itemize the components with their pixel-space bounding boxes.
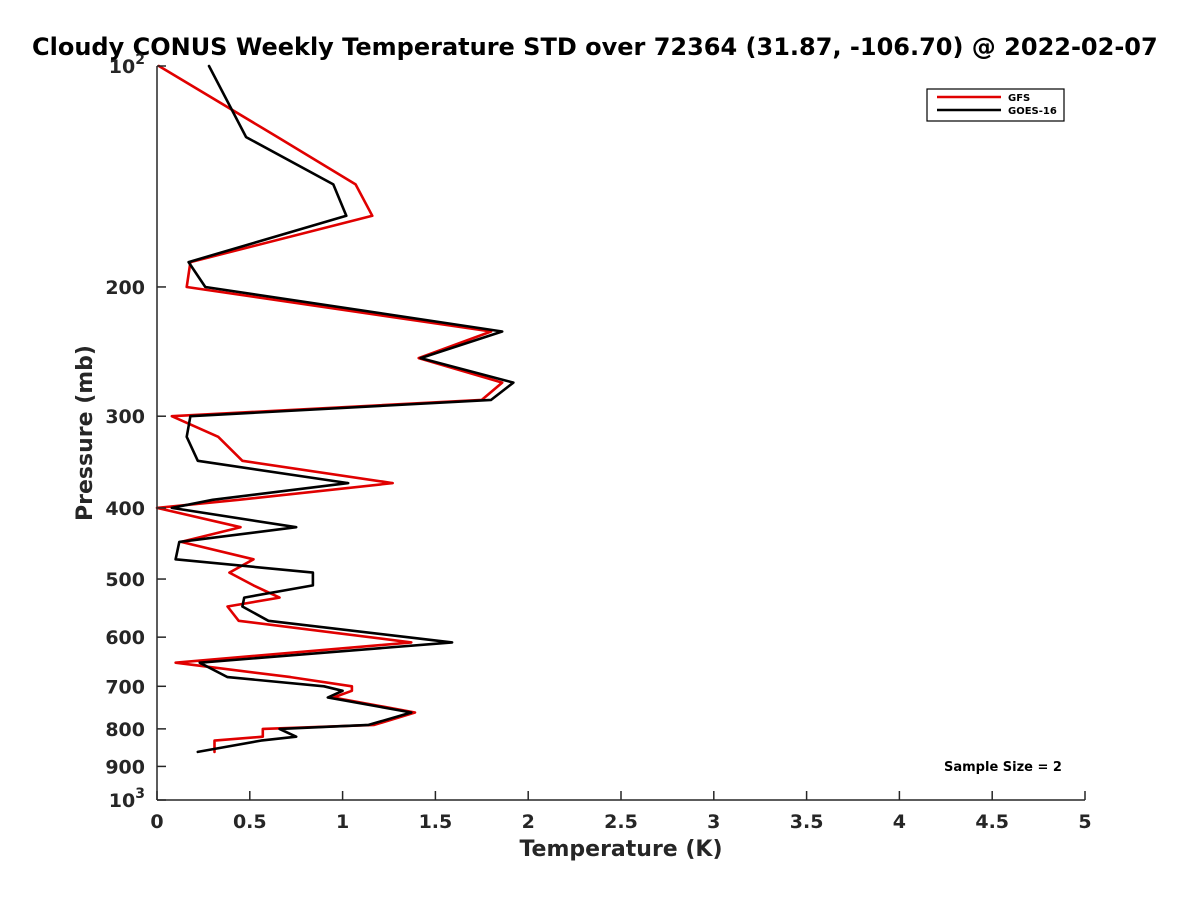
x-tick-label: 4.5 [975,811,1009,833]
y-tick-label: 600 [105,627,145,649]
y-tick-label: 400 [105,498,145,520]
y-tick-label: 800 [105,719,145,741]
x-tick-label: 4 [893,811,906,833]
y-tick-label: 700 [105,676,145,698]
y-tick-label-base: 10 [109,56,135,78]
y-tick-label-base: 10 [109,790,135,812]
x-tick-label: 0 [150,811,163,833]
chart-title: Cloudy CONUS Weekly Temperature STD over… [32,33,1158,61]
legend-label-goes16: GOES-16 [1008,106,1057,117]
x-tick-label: 0.5 [233,811,267,833]
y-tick-label: 102 [109,52,145,78]
y-tick-label-base: 800 [105,719,145,741]
y-tick-label: 103 [109,786,145,812]
x-axis-label: Temperature (K) [519,837,722,862]
x-tick-label: 1 [336,811,349,833]
x-tick-label: 1.5 [419,811,453,833]
y-tick-label-base: 900 [105,756,145,778]
legend-label-gfs: GFS [1008,93,1030,104]
y-tick-label-base: 200 [105,277,145,299]
sample-size-annotation: Sample Size = 2 [944,760,1062,775]
y-tick-label-exponent: 3 [135,786,145,802]
y-tick-label-base: 300 [105,406,145,428]
legend-box [926,88,1065,122]
axes-layer [156,66,1085,801]
y-tick-label-exponent: 2 [135,52,145,68]
y-tick-label: 300 [105,406,145,428]
x-ticks: 0 0.5 1 1.5 2 2.5 3 3.5 4 4.5 5 [150,791,1092,833]
y-axis-label: Pressure (mb) [73,345,98,521]
x-tick-label: 2 [522,811,535,833]
x-tick-label: 2.5 [604,811,638,833]
y-tick-label-base: 600 [105,627,145,649]
series-layer [155,64,515,754]
x-tick-label: 3.5 [790,811,824,833]
y-tick-label-base: 700 [105,676,145,698]
y-tick-label-base: 400 [105,498,145,520]
series-line-goes16 [170,64,515,754]
x-tick-label: 5 [1078,811,1091,833]
y-tick-label: 500 [105,569,145,591]
y-tick-label-base: 500 [105,569,145,591]
y-tick-label: 900 [105,756,145,778]
y-tick-label: 200 [105,277,145,299]
legend: GFS GOES-16 [926,88,1065,122]
x-tick-label: 3 [707,811,720,833]
